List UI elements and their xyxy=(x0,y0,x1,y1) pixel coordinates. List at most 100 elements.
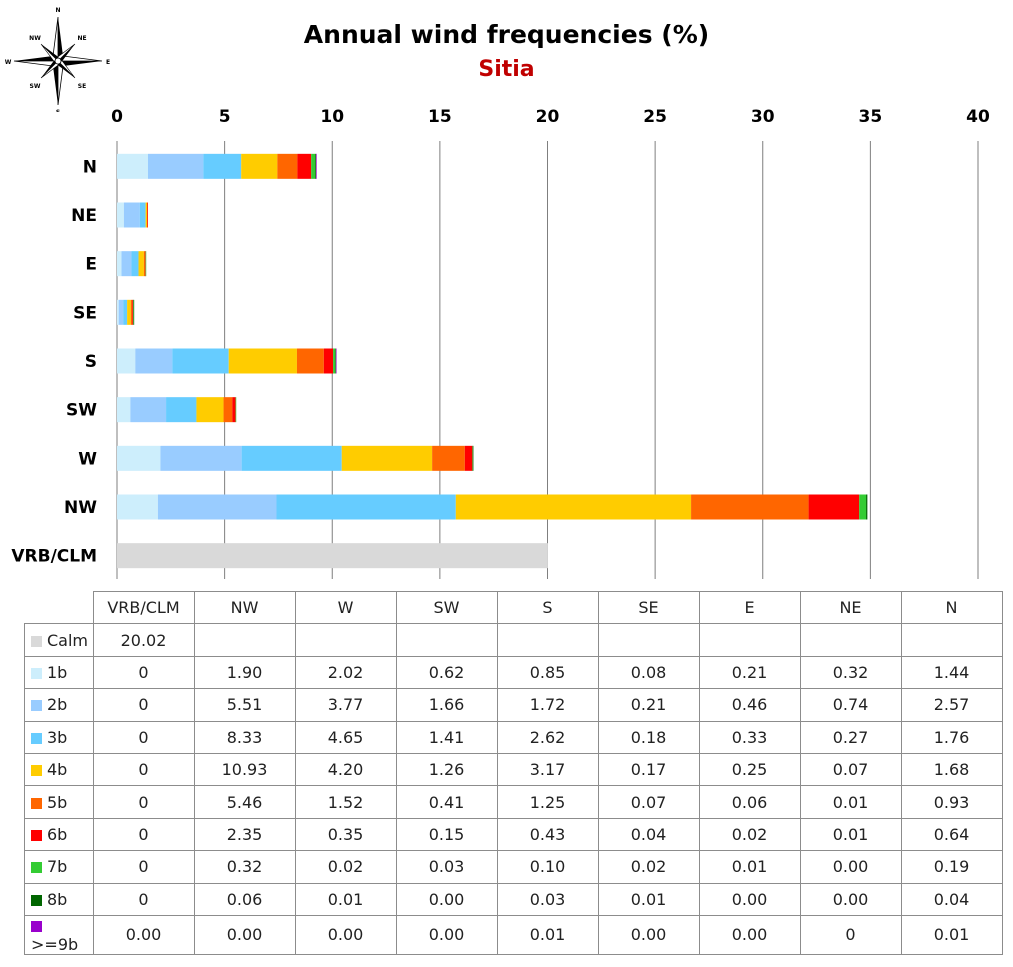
bar-segment xyxy=(223,397,233,423)
table-cell: 1.25 xyxy=(496,785,599,819)
x-tick-label: 15 xyxy=(428,107,452,127)
table-cell: 0.32 xyxy=(193,850,296,884)
bar-segment xyxy=(333,348,336,374)
bar-segment xyxy=(117,299,119,325)
bar-segment xyxy=(123,299,128,325)
table-cell xyxy=(395,623,498,657)
table-cell: 1.41 xyxy=(395,720,498,754)
table-cell: 0.00 xyxy=(799,850,902,884)
table-cell: 0.01 xyxy=(294,882,397,916)
table-row: 7b 0 0.32 0.02 0.03 0.10 0.02 0.01 0.00 0.19 xyxy=(24,850,1003,884)
table-column-header: E xyxy=(698,590,801,625)
legend-entry: 6b xyxy=(24,817,94,852)
legend-swatch xyxy=(31,700,42,712)
table-cell: 0.00 xyxy=(294,914,397,955)
table-cell: 0.25 xyxy=(698,752,801,787)
bar-segment xyxy=(297,153,312,179)
bar-segment xyxy=(335,348,337,374)
bar-segment xyxy=(808,494,860,520)
y-category-label: VRB/CLM xyxy=(11,547,97,567)
table-column-header: SW xyxy=(395,590,498,625)
bar-segment xyxy=(241,153,278,179)
bar-segment xyxy=(130,397,167,423)
data-table: VRB/CLM NW W SW S SE E NE N Calm 20.02 1b 0 1.90 2.02 0… xyxy=(24,590,1003,955)
table-cell: 4.20 xyxy=(294,752,397,787)
x-tick-label: 20 xyxy=(536,107,560,127)
table-cell xyxy=(698,623,801,657)
legend-swatch xyxy=(31,920,42,932)
bar-segment xyxy=(117,348,136,374)
table-cell: 0.93 xyxy=(900,785,1003,819)
bar-segment xyxy=(241,445,342,471)
table-cell: 3.77 xyxy=(294,688,397,722)
table-column-header: SE xyxy=(597,590,700,625)
table-cell: 0 xyxy=(92,752,195,787)
bar-segment xyxy=(133,299,134,325)
table-cell: 0.46 xyxy=(698,688,801,722)
table-cell: 0.00 xyxy=(799,882,902,916)
bar-segment xyxy=(145,251,146,277)
compass-rose-icon: N NE E SE S SW W NW xyxy=(4,4,112,116)
table-cell xyxy=(799,623,902,657)
table-cell: 8.33 xyxy=(193,720,296,754)
table-cell: 0.03 xyxy=(496,882,599,916)
legend-swatch xyxy=(31,862,42,874)
table-cell: 0.18 xyxy=(597,720,700,754)
table-column-header: NE xyxy=(799,590,902,625)
bar-segment xyxy=(121,251,132,277)
x-tick-label: 30 xyxy=(751,107,775,127)
table-row: 6b 0 2.35 0.35 0.15 0.43 0.04 0.02 0.01 0.64 xyxy=(24,817,1003,852)
table-cell: 0 xyxy=(92,817,195,852)
legend-swatch xyxy=(31,667,42,679)
bar-segment xyxy=(135,348,173,374)
legend-entry: 2b xyxy=(24,688,94,722)
table-column-header: S xyxy=(496,590,599,625)
table-cell: 1.90 xyxy=(193,655,296,690)
table-cell: 5.51 xyxy=(193,688,296,722)
table-cell: 0.06 xyxy=(193,882,296,916)
x-tick-label: 25 xyxy=(643,107,667,127)
compass-label-ne: NE xyxy=(77,35,86,42)
table-cell: 0.08 xyxy=(597,655,700,690)
table-cell: 0.00 xyxy=(395,882,498,916)
table-cell: 0.41 xyxy=(395,785,498,819)
table-cell xyxy=(496,623,599,657)
table-cell: 0.33 xyxy=(698,720,801,754)
table-row: 1b 0 1.90 2.02 0.62 0.85 0.08 0.21 0.32 1.44 xyxy=(24,655,1003,690)
bar-segment xyxy=(118,299,124,325)
table-row: 5b 0 5.46 1.52 0.41 1.25 0.07 0.06 0.01 0.93 xyxy=(24,785,1003,819)
legend-entry: 3b xyxy=(24,720,94,754)
bar-segment xyxy=(172,348,229,374)
bar-segment xyxy=(335,348,336,374)
table-cell: 0.17 xyxy=(597,752,700,787)
chart-subtitle: Sitia xyxy=(478,57,535,82)
bar-segment xyxy=(316,153,317,179)
table-cell: 0.00 xyxy=(395,914,498,955)
legend-swatch xyxy=(31,829,42,841)
bar-segment xyxy=(138,251,144,277)
table-row: 2b 0 5.51 3.77 1.66 1.72 0.21 0.46 0.74 2.57 xyxy=(24,688,1003,722)
bar-segment xyxy=(157,494,277,520)
bar-segment xyxy=(235,397,237,423)
table-cell: 0.01 xyxy=(900,914,1003,955)
legend-entry: 1b xyxy=(24,655,94,690)
bar-segment xyxy=(203,153,242,179)
bar-segment xyxy=(472,445,473,471)
table-cell: 0 xyxy=(92,882,195,916)
table-cell: 2.57 xyxy=(900,688,1003,722)
y-category-label: SW xyxy=(66,401,97,421)
compass-label-e: E xyxy=(106,59,110,66)
table-cell: 1.44 xyxy=(900,655,1003,690)
bar-segment xyxy=(323,348,334,374)
table-cell: 0.07 xyxy=(597,785,700,819)
table-cell: 0 xyxy=(92,785,195,819)
legend-swatch xyxy=(31,797,42,809)
bar-segment xyxy=(160,445,242,471)
table-cell: 0.01 xyxy=(496,914,599,955)
table-cell: 5.46 xyxy=(193,785,296,819)
x-tick-label: 40 xyxy=(966,107,990,127)
table-cell: 0.64 xyxy=(900,817,1003,852)
table-corner xyxy=(24,591,94,625)
legend-entry: 8b xyxy=(24,882,94,916)
table-cell: 0.02 xyxy=(294,850,397,884)
